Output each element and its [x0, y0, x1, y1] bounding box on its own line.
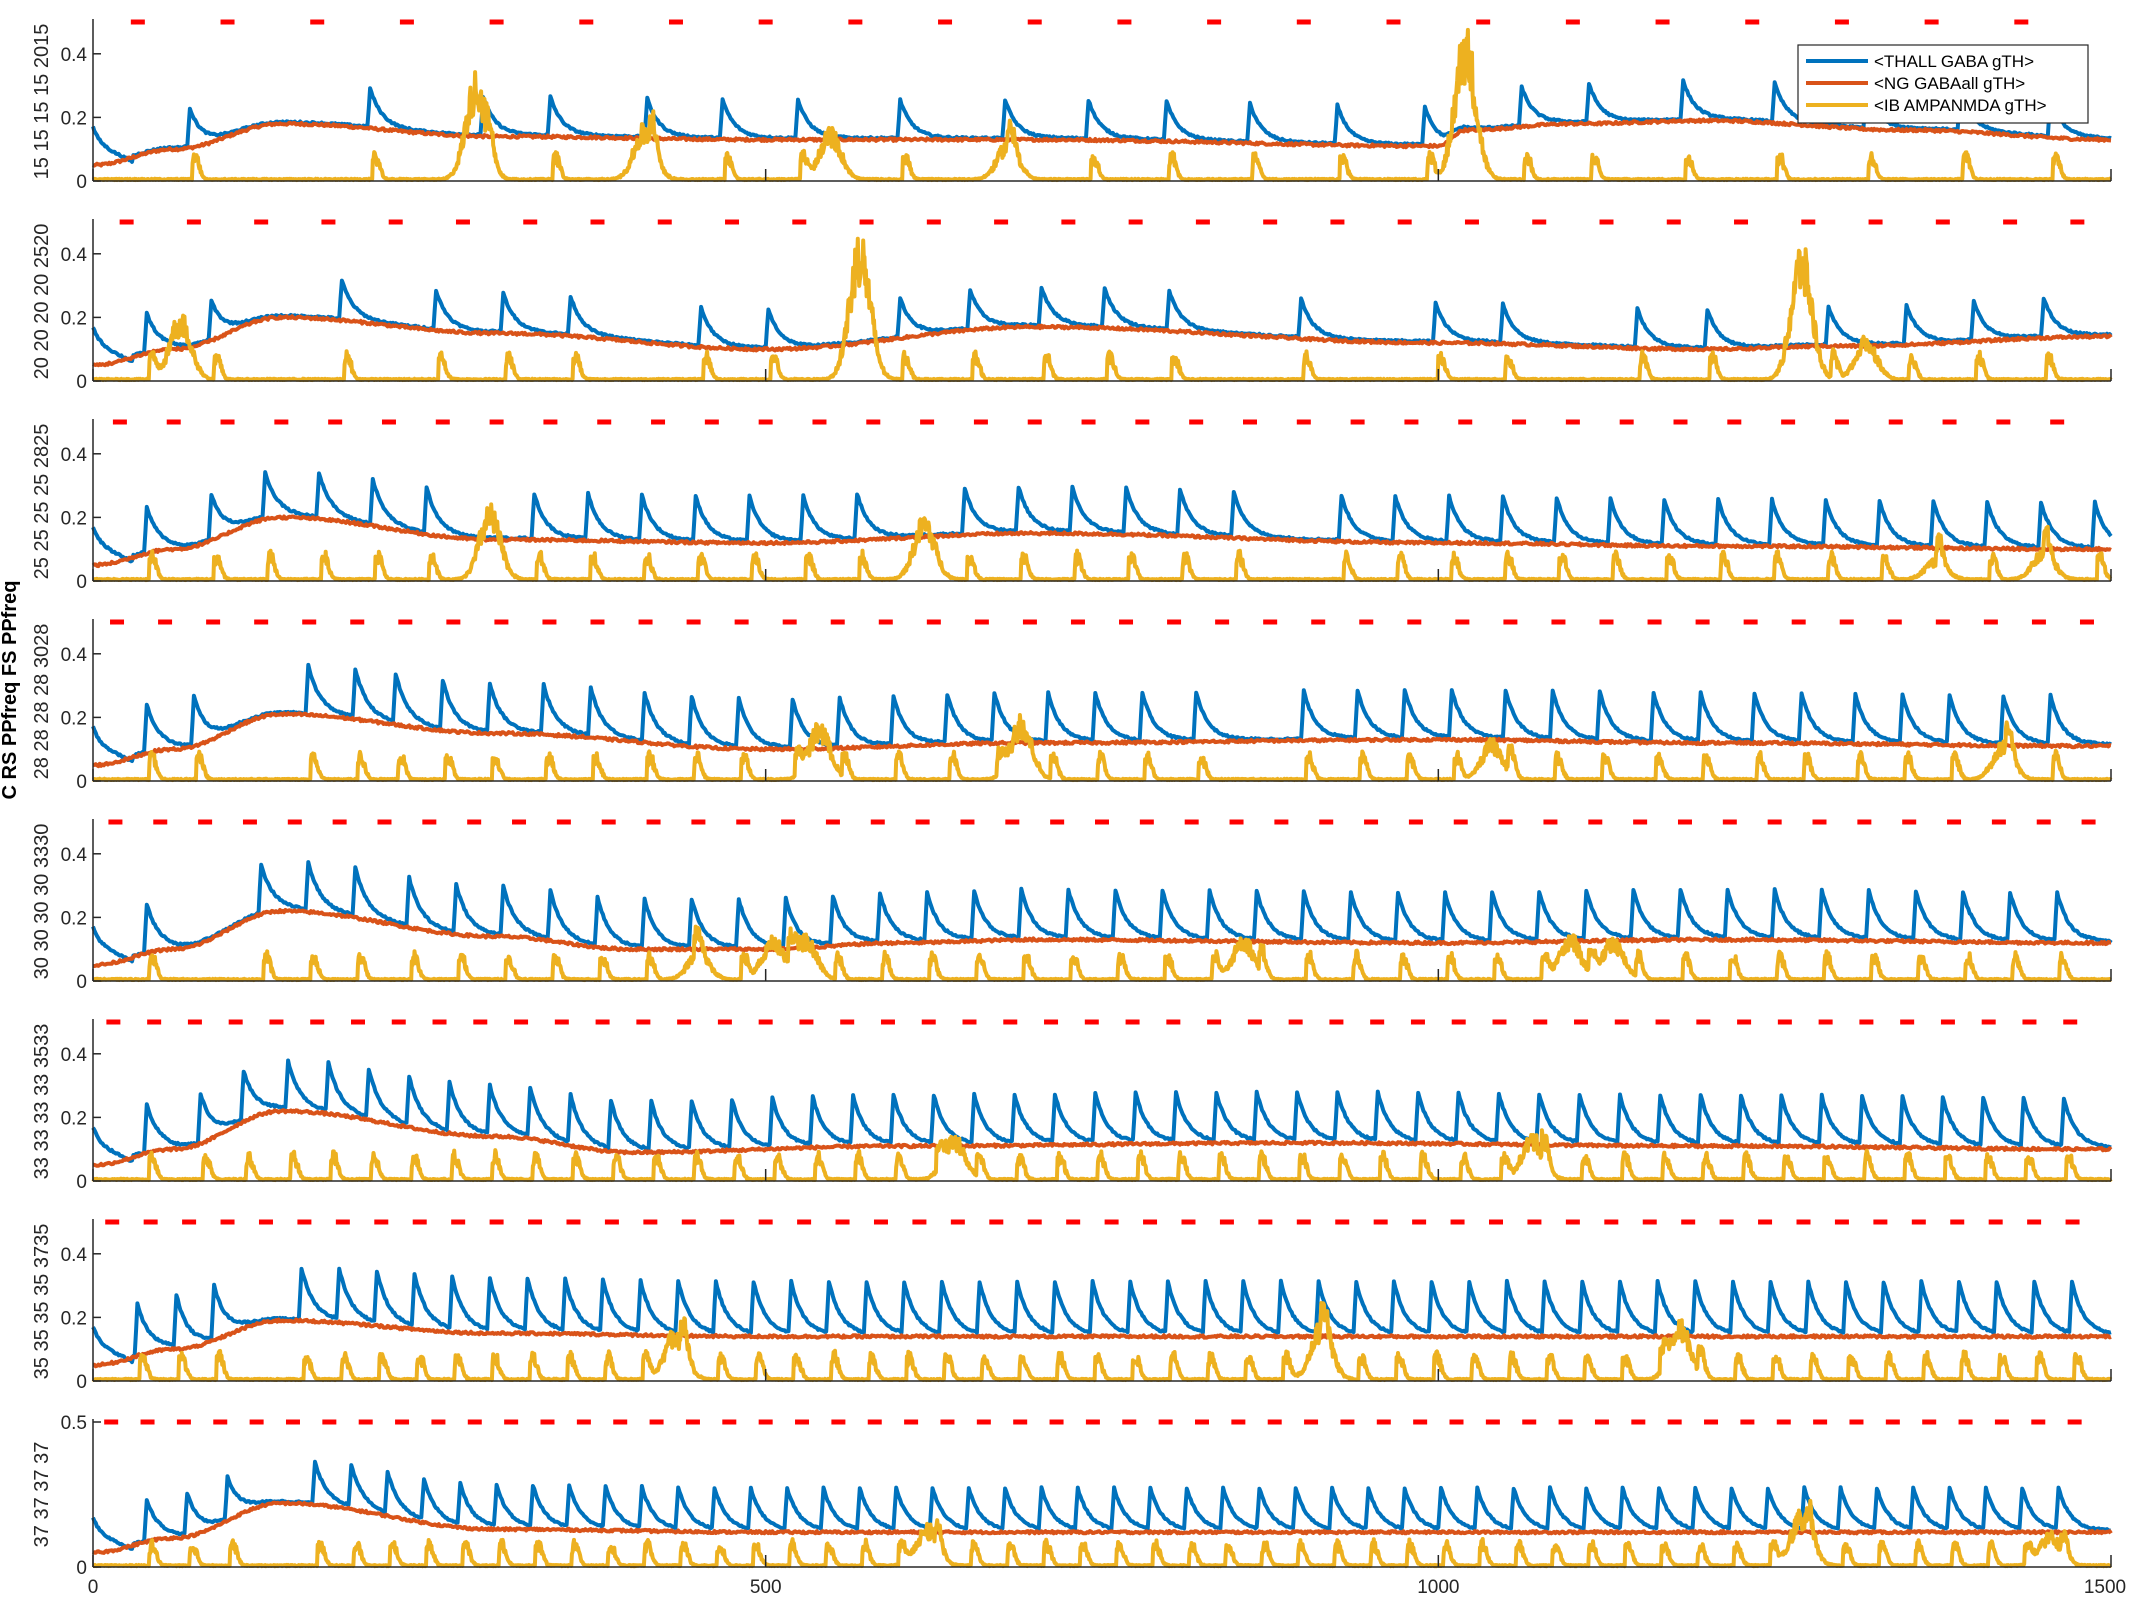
- legend-thall-gaba: <THALL GABA gTH>: [1874, 52, 2034, 71]
- y-tick-label: 0.4: [61, 445, 88, 466]
- row-label: 28 28 28 28 3028: [31, 624, 53, 780]
- series-ib-ampanmda: [91, 502, 2113, 582]
- y-tick-label: 0.2: [61, 908, 87, 929]
- y-tick-label: 0.2: [61, 508, 87, 529]
- panel-25: 0 0.2 0.4 25 25 25 25 2825: [31, 419, 2113, 593]
- series-ng-gabaall: [91, 117, 2112, 168]
- x-tick-label: 500: [750, 1577, 782, 1598]
- series-thall-gaba: [91, 470, 2113, 564]
- y-tick-label: 0.2: [61, 1108, 87, 1129]
- x-tick-label: 1000: [1417, 1577, 1459, 1598]
- y-tick-label: 0.4: [61, 245, 88, 266]
- y-tick-label: 0.2: [61, 308, 87, 329]
- series-ib-ampanmda: [91, 1128, 2113, 1182]
- y-tick-label: 0.4: [61, 645, 88, 666]
- row-label: 15 15 15 15 2015: [31, 24, 53, 180]
- bold-axis-label: C RS PPfreq FS PPfreq: [0, 581, 21, 800]
- row-label: 30 30 30 30 3330: [31, 824, 53, 980]
- panel-37: 0 0.5 37 37 37 37: [31, 1413, 2113, 1579]
- series-thall-gaba: [91, 1266, 2112, 1365]
- series-thall-gaba: [91, 860, 2113, 964]
- y-tick-label: 0: [76, 972, 87, 993]
- series-ng-gabaall: [92, 711, 2112, 769]
- y-tick-label: 0: [76, 372, 87, 393]
- y-tick-label: 0.4: [61, 845, 88, 866]
- row-label: 25 25 25 25 2825: [31, 424, 53, 580]
- panel-28: 0 0.2 0.4 28 28 28 28 3028: [31, 619, 2113, 793]
- y-tick-label: 0: [76, 1172, 87, 1193]
- x-tick-label: 0: [88, 1577, 99, 1598]
- series-ng-gabaall: [91, 514, 2112, 569]
- series-ng-gabaall: [92, 908, 2112, 969]
- row-label: 20 20 20 20 2520: [31, 224, 53, 380]
- y-tick-label: 0: [76, 172, 87, 193]
- panel-15: 0 0.2 0.4 15 15 15 15 2015: [31, 19, 2113, 193]
- series-ng-gabaall: [92, 1317, 2112, 1369]
- series-ib-ampanmda: [91, 713, 2113, 782]
- y-tick-label: 0: [76, 1558, 87, 1579]
- x-tick-label: 1500: [2084, 1577, 2126, 1598]
- series-thall-gaba: [91, 662, 2112, 763]
- y-tick-label: 0.4: [61, 45, 88, 66]
- series-ib-ampanmda: [91, 27, 2113, 182]
- panel-20: 0 0.2 0.4 20 20 20 20 2520: [31, 219, 2113, 393]
- row-label: 33 33 33 33 3533: [31, 1024, 53, 1180]
- y-tick-label: 0.4: [61, 1045, 88, 1066]
- series-thall-gaba: [91, 1459, 2112, 1551]
- y-tick-label: 0.2: [61, 108, 87, 129]
- panel-33: 0 0.2 0.4 33 33 33 33 3533: [31, 1019, 2113, 1193]
- series-ib-ampanmda: [91, 924, 2113, 982]
- legend-ng-gabaall: <NG GABAall gTH>: [1874, 74, 2025, 93]
- y-tick-label: 0: [76, 572, 87, 593]
- y-tick-label: 0: [76, 772, 87, 793]
- series-ng-gabaall: [92, 1108, 2113, 1168]
- series-thall-gaba: [91, 1058, 2112, 1163]
- series-ib-ampanmda: [91, 236, 2113, 382]
- y-tick-label: 0.5: [61, 1413, 87, 1434]
- y-tick-label: 0.2: [61, 708, 87, 729]
- y-tick-label: 0.4: [61, 1245, 88, 1266]
- y-tick-label: 0.2: [61, 1308, 87, 1329]
- series-ng-gabaall: [91, 314, 2113, 368]
- series-ng-gabaall: [91, 1500, 2113, 1555]
- panel-35: 0 0.2 0.4 35 35 35 35 3735: [31, 1219, 2113, 1393]
- y-tick-label: 0: [76, 1372, 87, 1393]
- legend-ib-ampanmda: <IB AMPANMDA gTH>: [1874, 96, 2047, 115]
- series-ib-ampanmda: [91, 1301, 2113, 1382]
- row-label: 35 35 35 35 3735: [31, 1224, 53, 1380]
- panel-30: 0 0.2 0.4 30 30 30 30 3330: [31, 819, 2113, 993]
- legend: <THALL GABA gTH> <NG GABAall gTH> <IB AMPA…: [1797, 44, 2089, 124]
- series-ib-ampanmda: [91, 1498, 2113, 1569]
- row-label: 37 37 37 37: [31, 1442, 53, 1548]
